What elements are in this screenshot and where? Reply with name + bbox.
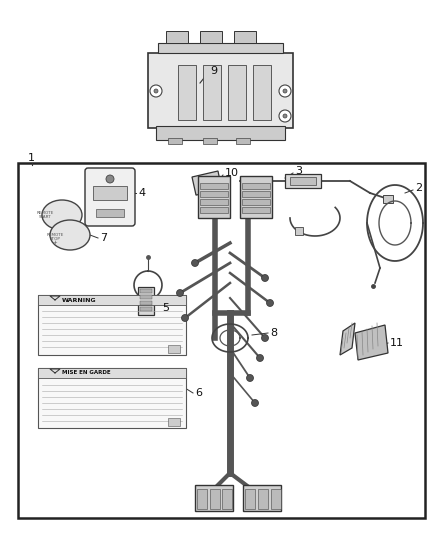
Bar [148, 53, 293, 128]
Bar [203, 65, 221, 120]
Text: REMOTE: REMOTE [36, 211, 54, 215]
Bar [243, 485, 281, 511]
Bar [178, 65, 196, 120]
Text: 5: 5 [162, 303, 169, 313]
FancyBboxPatch shape [85, 168, 135, 226]
Bar [295, 227, 303, 235]
Bar [168, 418, 180, 426]
Text: STOP: STOP [49, 237, 60, 241]
Bar [253, 65, 271, 120]
Bar [242, 191, 270, 197]
Bar [240, 176, 272, 218]
Bar [258, 489, 268, 509]
Text: 8: 8 [270, 328, 277, 338]
Bar [242, 183, 270, 189]
Circle shape [283, 89, 287, 93]
Bar [166, 31, 188, 43]
Text: 6: 6 [195, 388, 202, 398]
Circle shape [266, 300, 273, 306]
Circle shape [106, 175, 114, 183]
Ellipse shape [50, 220, 90, 250]
Bar [168, 138, 182, 144]
Text: 7: 7 [100, 233, 107, 243]
Bar [140, 289, 152, 293]
Bar [195, 485, 233, 511]
Polygon shape [340, 323, 355, 355]
Circle shape [177, 289, 184, 296]
Bar [93, 186, 127, 200]
Bar [245, 489, 255, 509]
Circle shape [283, 114, 287, 118]
Text: START: START [39, 215, 51, 219]
Bar [228, 65, 246, 120]
Bar [203, 138, 217, 144]
Circle shape [247, 375, 254, 382]
Bar [156, 126, 285, 140]
Bar [140, 295, 152, 299]
Circle shape [191, 260, 198, 266]
Bar [200, 31, 222, 43]
Ellipse shape [42, 200, 82, 230]
Text: 10: 10 [225, 168, 239, 178]
Bar [168, 345, 180, 353]
Bar [38, 368, 186, 428]
Bar [200, 199, 228, 205]
Bar [140, 301, 152, 305]
Bar [198, 176, 230, 218]
Text: MISE EN GARDE: MISE EN GARDE [62, 370, 111, 376]
Text: WARNING: WARNING [62, 297, 97, 303]
Bar [200, 183, 228, 189]
Bar [242, 199, 270, 205]
Bar [38, 295, 186, 355]
Bar [18, 163, 425, 518]
Bar [290, 177, 316, 185]
Bar [200, 207, 228, 213]
Text: 1: 1 [28, 153, 35, 163]
Text: +: + [53, 240, 57, 246]
Bar [200, 191, 228, 197]
Bar [271, 489, 281, 509]
Circle shape [279, 110, 291, 122]
Circle shape [251, 400, 258, 407]
Bar [38, 368, 186, 378]
Text: 9: 9 [210, 66, 217, 76]
Bar [285, 174, 321, 188]
Bar [242, 207, 270, 213]
Circle shape [150, 85, 162, 97]
Bar [140, 307, 152, 311]
Bar [234, 31, 256, 43]
Circle shape [279, 85, 291, 97]
Polygon shape [192, 171, 222, 195]
Bar [138, 287, 154, 315]
Bar [210, 489, 220, 509]
Bar [383, 195, 393, 203]
Circle shape [261, 274, 268, 281]
Circle shape [257, 354, 264, 361]
Bar [96, 209, 124, 217]
Circle shape [261, 335, 268, 342]
Circle shape [181, 314, 188, 321]
Bar [158, 43, 283, 53]
Text: 2: 2 [415, 183, 422, 193]
Bar [38, 295, 186, 305]
Text: 3: 3 [295, 166, 302, 176]
Text: 4: 4 [138, 188, 145, 198]
Bar [197, 489, 207, 509]
Bar [222, 489, 232, 509]
Polygon shape [355, 325, 388, 360]
Bar [236, 138, 250, 144]
Circle shape [154, 89, 158, 93]
Text: 11: 11 [390, 338, 404, 348]
Text: REMOTE: REMOTE [46, 233, 64, 237]
